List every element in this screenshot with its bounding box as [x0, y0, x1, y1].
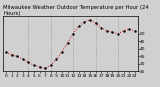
Text: Milwaukee Weather Outdoor Temperature per Hour (24 Hours): Milwaukee Weather Outdoor Temperature pe… [3, 5, 149, 16]
